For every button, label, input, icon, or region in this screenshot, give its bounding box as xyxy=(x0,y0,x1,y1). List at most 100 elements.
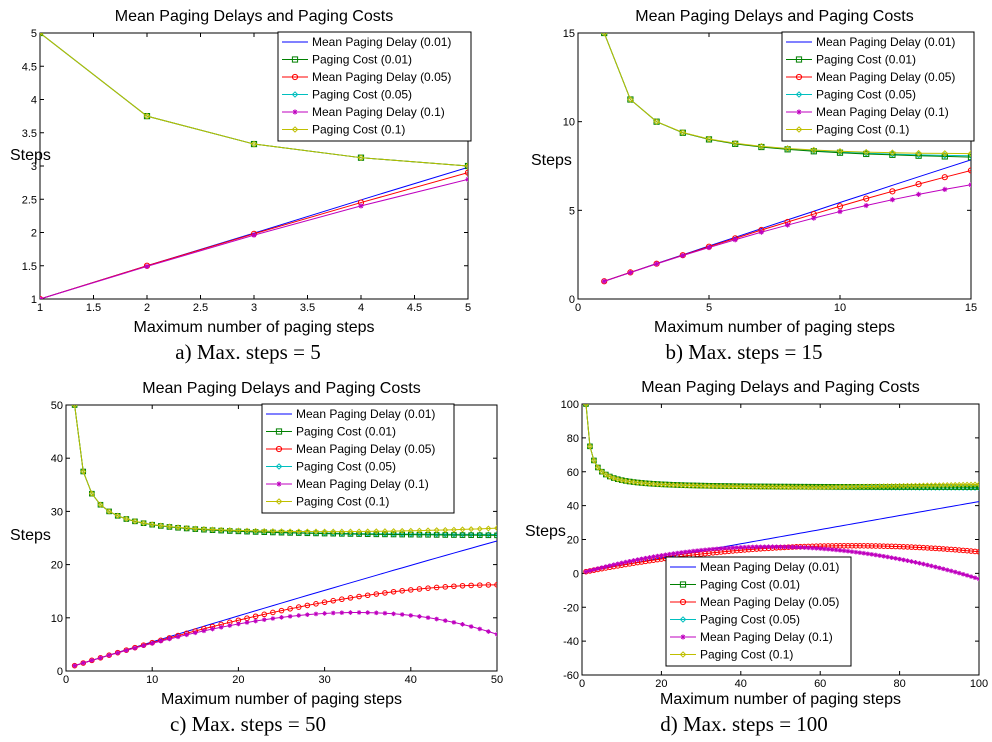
data-point xyxy=(932,482,939,489)
x-tick-label: 0 xyxy=(63,674,69,686)
x-tick-label: 50 xyxy=(491,674,503,686)
data-point xyxy=(598,468,605,475)
data-point xyxy=(304,528,311,535)
data-point xyxy=(486,629,491,634)
data-point xyxy=(916,544,923,551)
y-tick-label: 5 xyxy=(31,28,37,40)
data-point xyxy=(758,544,763,550)
legend-marker xyxy=(291,73,299,81)
data-point xyxy=(702,547,708,553)
data-point xyxy=(876,543,883,549)
x-tick-label: 20 xyxy=(232,674,244,686)
x-tick-label: 60 xyxy=(814,678,826,690)
data-point xyxy=(863,150,870,158)
chart-title: Mean Paging Delays and Paging Costs xyxy=(635,8,913,25)
data-point xyxy=(123,515,130,522)
legend-box xyxy=(261,403,455,514)
y-tick-label: 100 xyxy=(561,399,579,411)
data-point xyxy=(494,532,497,539)
data-point xyxy=(944,546,951,552)
data-point xyxy=(417,614,422,619)
chart-d-svg: Mean Paging Delays and Paging Costs 0 20 40… xyxy=(525,379,988,708)
data-point xyxy=(733,483,740,490)
data-point xyxy=(706,483,713,490)
data-point xyxy=(849,549,855,554)
data-point xyxy=(140,519,147,527)
data-point xyxy=(940,566,946,572)
data-point xyxy=(758,143,765,150)
data-point xyxy=(485,532,492,539)
data-point xyxy=(682,549,688,555)
data-point xyxy=(364,531,371,538)
data-point xyxy=(610,475,617,482)
data-point xyxy=(627,558,632,564)
legend-label: Paging Cost (0.05) xyxy=(816,88,916,102)
data-point xyxy=(773,483,780,490)
data-point xyxy=(813,546,819,551)
data-point xyxy=(976,484,979,490)
data-point xyxy=(468,531,475,538)
y-axis-label: Steps xyxy=(525,523,566,540)
data-point xyxy=(434,616,439,622)
data-point xyxy=(287,606,293,612)
data-point xyxy=(742,544,748,550)
legend-marker xyxy=(292,109,298,115)
data-point xyxy=(468,582,474,589)
data-point xyxy=(967,150,971,157)
data-point xyxy=(218,624,224,630)
data-point xyxy=(901,557,906,563)
data-point xyxy=(261,611,268,618)
data-point xyxy=(731,139,739,147)
data-point xyxy=(399,527,406,534)
data-point xyxy=(442,526,449,533)
data-point xyxy=(860,483,867,490)
data-point xyxy=(674,482,681,489)
data-point xyxy=(837,548,843,553)
data-point xyxy=(908,544,915,550)
data-point xyxy=(880,483,887,490)
data-point xyxy=(761,483,768,490)
y-tick-label: 40 xyxy=(567,501,579,513)
data-point xyxy=(416,531,423,538)
data-point xyxy=(852,483,859,490)
data-point xyxy=(829,547,835,552)
x-tick-label: 80 xyxy=(893,678,905,690)
legend-label: Mean Paging Delay (0.01) xyxy=(296,407,435,421)
data-point xyxy=(305,612,310,617)
caption-a: a) Max. steps = 5 xyxy=(175,340,321,364)
data-point xyxy=(235,528,242,535)
data-point xyxy=(590,457,597,464)
data-point xyxy=(485,582,492,588)
legend-box xyxy=(277,31,472,142)
data-point xyxy=(89,658,95,663)
data-point xyxy=(889,197,895,203)
data-point xyxy=(889,555,894,560)
legend-marker xyxy=(679,581,687,588)
data-point xyxy=(915,180,922,188)
data-point xyxy=(468,532,474,538)
data-point xyxy=(192,525,199,532)
data-point xyxy=(408,531,414,538)
data-point xyxy=(853,549,859,555)
data-point xyxy=(106,508,113,515)
legend-marker xyxy=(795,91,803,98)
x-tick-label: 2.5 xyxy=(193,302,208,314)
data-point xyxy=(706,547,712,552)
data-point xyxy=(416,586,423,592)
data-point xyxy=(321,528,328,535)
data-point xyxy=(295,528,302,535)
data-point xyxy=(732,237,738,243)
legend-label: Paging Cost (0.01) xyxy=(296,425,396,439)
y-tick-label: 3 xyxy=(31,161,37,173)
data-point xyxy=(382,610,388,616)
data-point xyxy=(390,528,397,535)
data-point xyxy=(607,563,613,568)
data-point xyxy=(678,482,685,489)
data-point xyxy=(382,531,388,538)
data-point xyxy=(972,575,978,581)
data-point xyxy=(144,263,150,270)
data-point xyxy=(916,484,923,490)
data-point xyxy=(339,610,345,615)
data-point xyxy=(635,557,640,562)
data-point xyxy=(710,546,716,552)
